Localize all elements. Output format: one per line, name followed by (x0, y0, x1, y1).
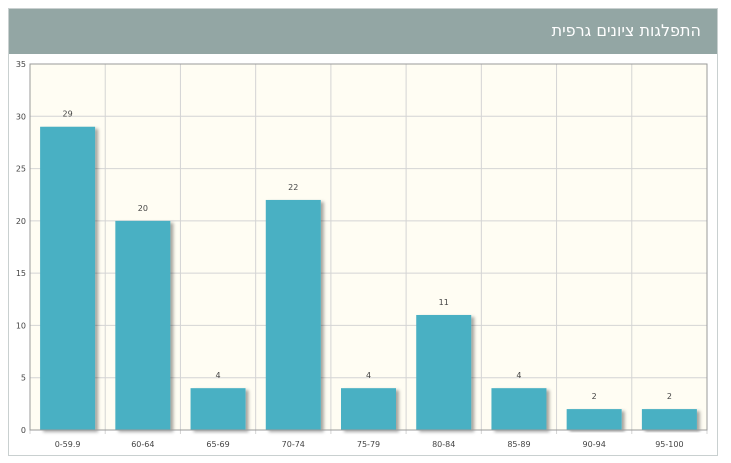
x-tick-label: 70-74 (282, 440, 305, 449)
bar-value-label: 4 (366, 371, 371, 380)
y-tick-label: 15 (16, 269, 26, 278)
bar-value-label: 29 (63, 110, 73, 119)
x-tick-label: 95-100 (655, 440, 683, 449)
bar-80-84[interactable] (416, 314, 472, 430)
x-tick-label: 85-89 (507, 440, 530, 449)
panel-title: התפלגות ציונים גרפית (551, 21, 701, 40)
bar-60-64[interactable] (115, 220, 171, 430)
panel-header: התפלגות ציונים גרפית (9, 9, 717, 54)
bar-85-89[interactable] (491, 388, 547, 430)
bar-value-label: 4 (516, 371, 521, 380)
chart-panel: התפלגות ציונים גרפית 29 20 4 22 4 11 4 2 2 0 5 10 1… (8, 8, 718, 456)
bar-0-59.9[interactable] (40, 126, 96, 430)
y-tick-label: 10 (16, 321, 26, 330)
y-tick-label: 25 (16, 165, 26, 174)
bar-90-94[interactable] (566, 409, 622, 430)
axes: 0 5 10 15 20 25 30 35 0-59.9 60-64 65-69 70-74 75-79… (16, 60, 708, 449)
bar-95-100[interactable] (641, 409, 697, 430)
y-tick-label: 20 (16, 217, 26, 226)
bar-75-79[interactable] (341, 388, 396, 430)
bar-value-label: 2 (667, 392, 672, 401)
x-tick-label: 65-69 (206, 440, 229, 449)
bar-value-label: 11 (439, 298, 449, 307)
y-tick-label: 35 (16, 60, 26, 69)
x-tick-label: 75-79 (357, 440, 380, 449)
bar-70-74[interactable] (265, 199, 321, 430)
y-tick-label: 5 (21, 374, 26, 383)
bar-value-label: 2 (592, 392, 597, 401)
plot-frame (29, 63, 708, 431)
y-tick-label: 0 (21, 426, 26, 435)
bar-65-69[interactable] (190, 388, 246, 430)
bar-value-label: 22 (288, 183, 298, 192)
x-tick-label: 90-94 (583, 440, 606, 449)
y-tick-label: 30 (16, 112, 26, 121)
bar-value-label: 20 (138, 204, 148, 213)
bar-value-label: 4 (216, 371, 221, 380)
x-tick-label: 60-64 (131, 440, 154, 449)
x-tick-label: 80-84 (432, 440, 455, 449)
x-tick-label: 0-59.9 (55, 440, 81, 449)
